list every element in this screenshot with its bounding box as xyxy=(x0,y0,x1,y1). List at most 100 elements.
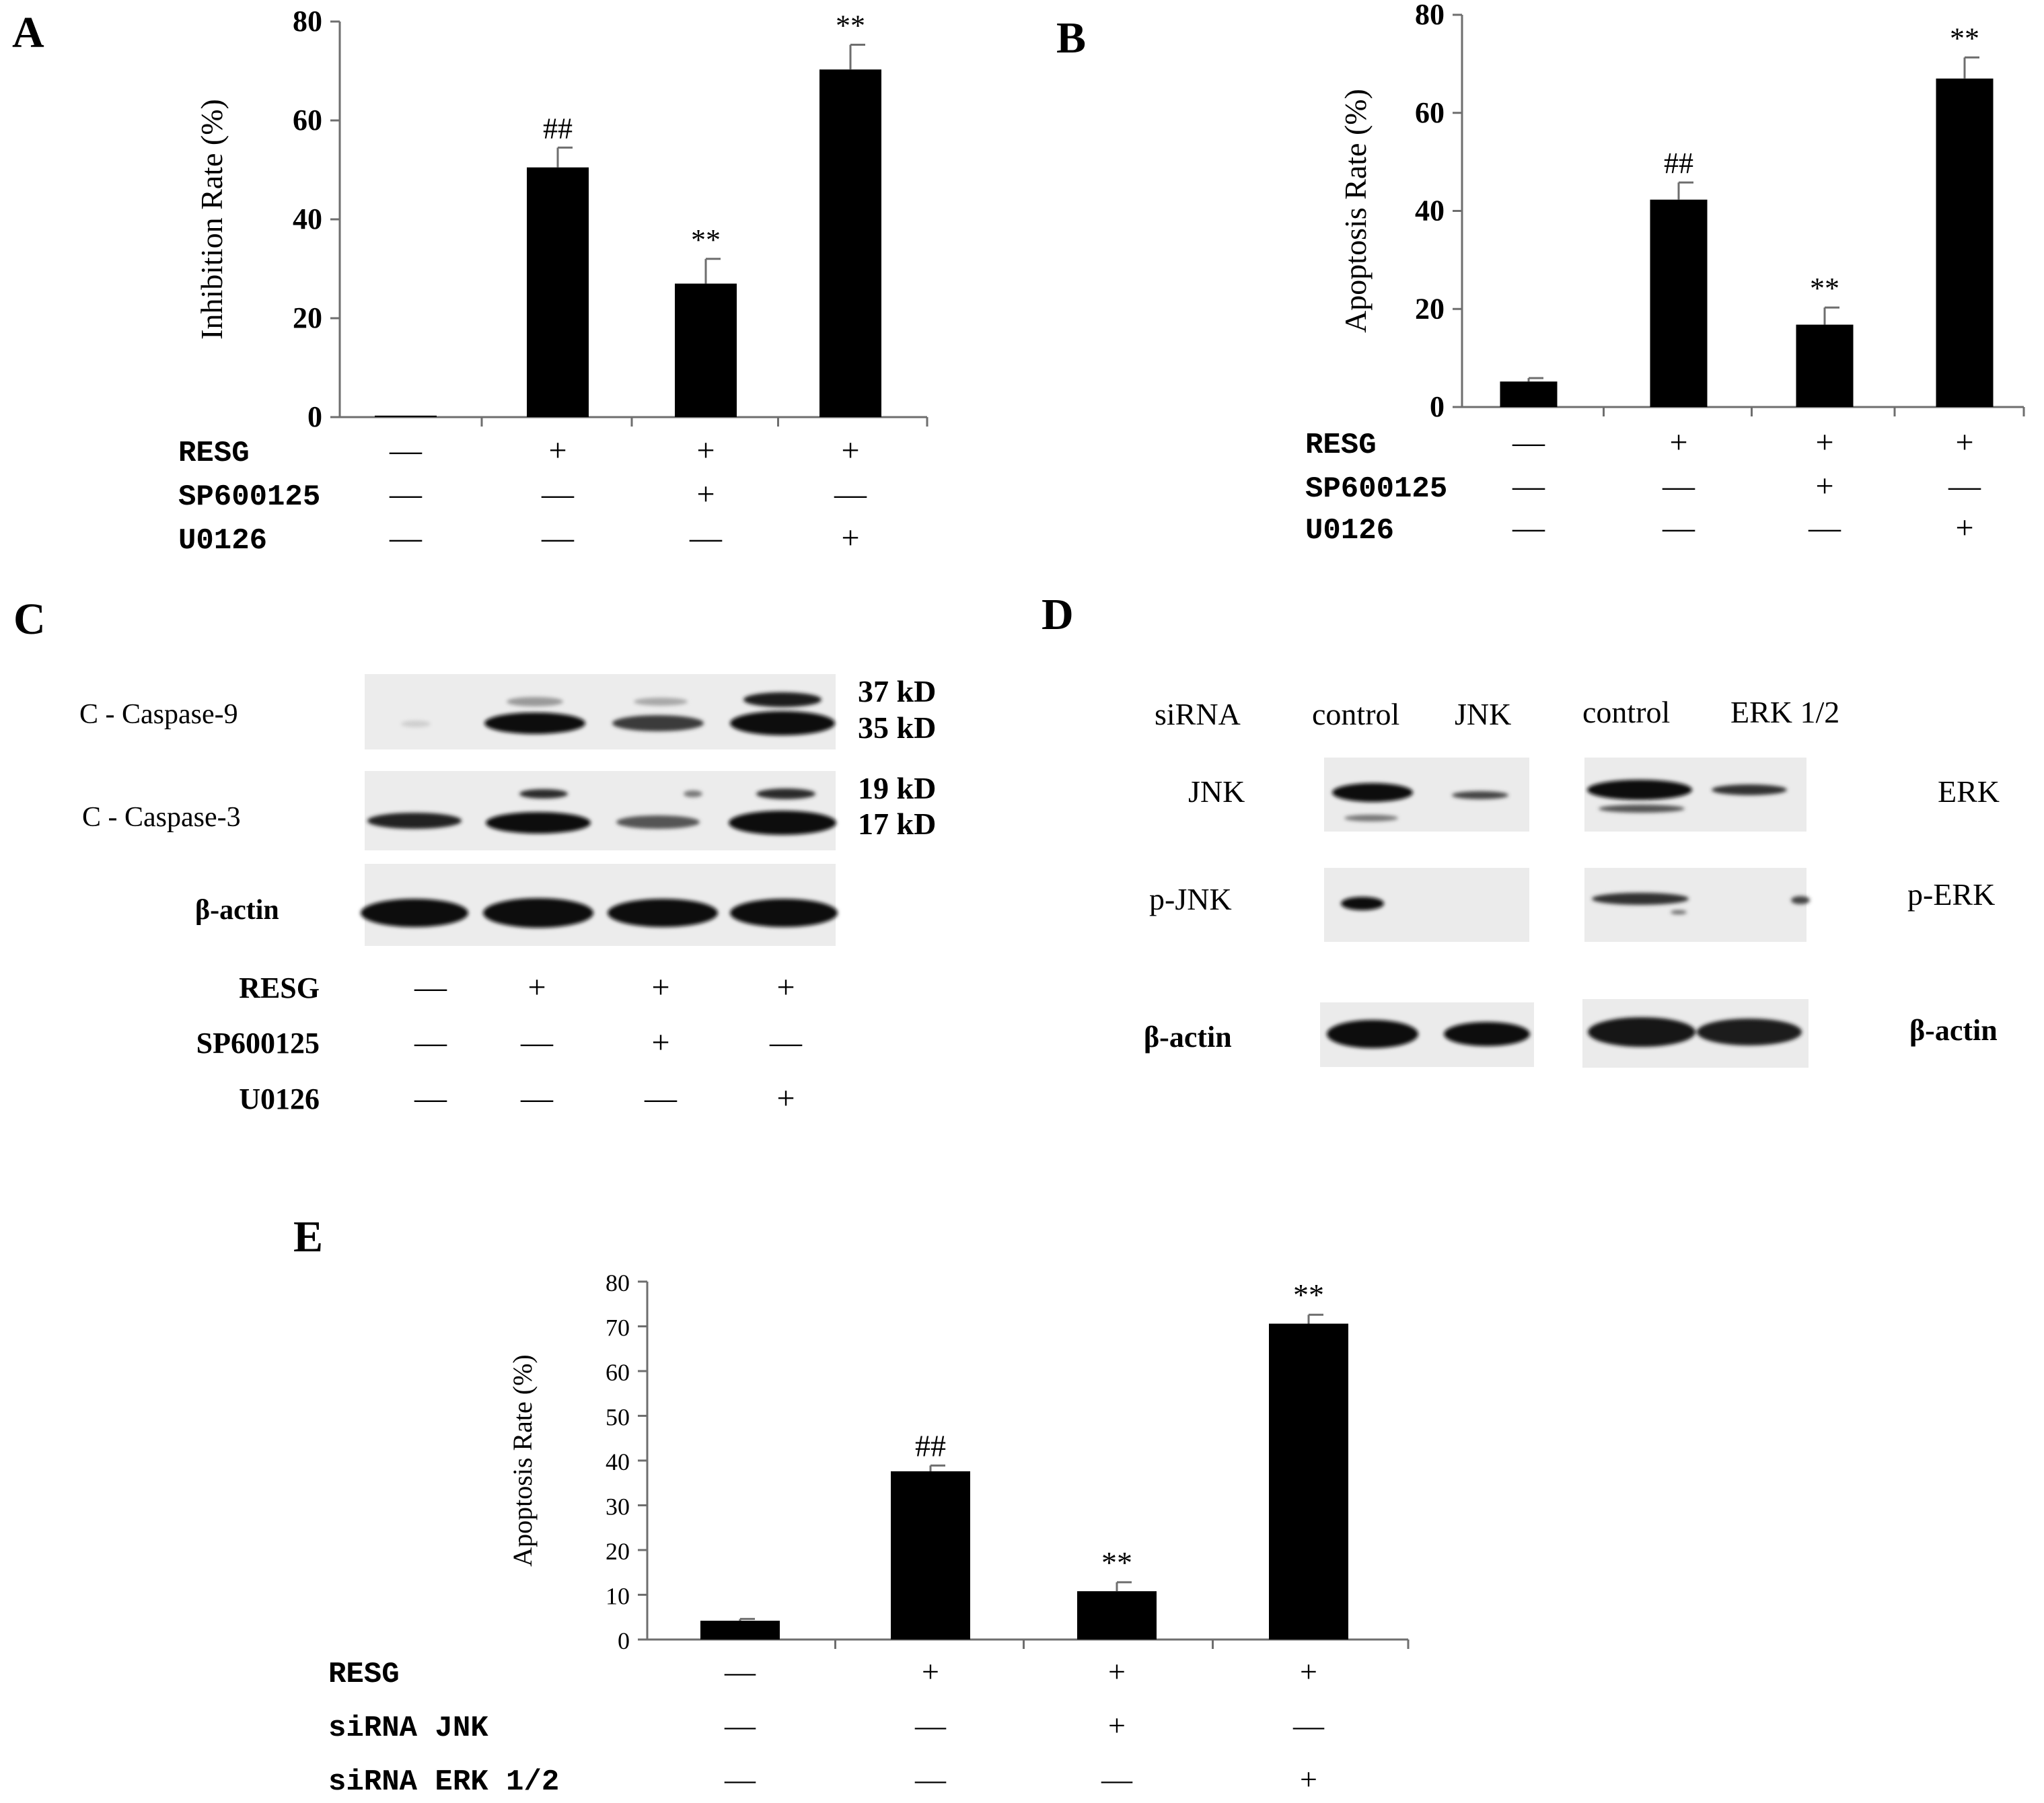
chart-e-treatment-sign: + xyxy=(1300,1654,1317,1689)
chart-e-treatment-sign: — xyxy=(914,1762,947,1796)
blot-c-treatment-label: SP600125 xyxy=(196,1027,320,1060)
chart-e-treatment-sign: — xyxy=(724,1708,756,1742)
blot-c-treatment-sign: + xyxy=(776,1080,795,1116)
chart-b-bar xyxy=(1796,324,1854,407)
chart-a-treatment-sign: — xyxy=(389,476,423,512)
chart-e-treatment-sign: + xyxy=(1108,1654,1126,1689)
chart-e-bar xyxy=(1077,1591,1157,1640)
chart-b-treatment-sign: — xyxy=(1512,510,1545,546)
blot-d-bands xyxy=(1327,780,1810,1048)
chart-a-treatment-label: RESG xyxy=(178,437,250,470)
chart-e-treatment-sign: + xyxy=(1108,1708,1126,1742)
chart-e-treatment-sign: + xyxy=(922,1654,939,1689)
chart-a-treatment-label: U0126 xyxy=(178,524,267,558)
chart-a-y-tick-label: 80 xyxy=(293,5,322,38)
chart-b-bar xyxy=(1500,381,1558,407)
chart-b-treatment-sign: — xyxy=(1512,425,1545,460)
chart-e-y-tick-label: 10 xyxy=(606,1583,630,1610)
chart-b-y-tick-label: 60 xyxy=(1415,96,1445,129)
chart-e-treatment-label: RESG xyxy=(328,1658,400,1691)
chart-a-significance-mark: ## xyxy=(543,112,573,145)
blot-c-treatment-sign: + xyxy=(651,969,669,1005)
panel-label-e: E xyxy=(293,1212,323,1261)
panel-label-c: C xyxy=(13,595,46,644)
chart-b-treatment-sign: + xyxy=(1815,425,1833,460)
chart-a-treatment-sign: + xyxy=(696,476,715,512)
blot-c-treatment-sign: — xyxy=(644,1080,678,1116)
chart-e-y-tick-label: 70 xyxy=(606,1315,630,1341)
chart-e-significance-mark: ** xyxy=(1101,1545,1132,1580)
chart-b-significance-mark: ** xyxy=(1950,22,1979,54)
chart-b-bar xyxy=(1936,78,1994,408)
chart-b-y-tick-label: 80 xyxy=(1415,0,1445,31)
chart-b-treatment-sign: + xyxy=(1955,425,1973,460)
blot-c-treatment-label: U0126 xyxy=(239,1082,320,1115)
blot-c-bands-caspase3 xyxy=(367,788,836,835)
chart-e-treatment-sign: — xyxy=(1292,1708,1325,1742)
chart-e-y-tick-label: 20 xyxy=(606,1538,630,1565)
blot-c-kd-17: 17 kD xyxy=(858,807,936,841)
chart-e-treatment-sign: — xyxy=(914,1708,947,1742)
blot-c-label-caspase3: C - Caspase-3 xyxy=(82,802,241,833)
chart-a-treatment-sign: + xyxy=(841,433,859,468)
blot-c-bands-actin xyxy=(361,898,838,928)
blot-c-treatment-sign: — xyxy=(414,1025,447,1060)
chart-e-treatment-sign: — xyxy=(724,1654,756,1689)
blot-d-header-lane-2: JNK xyxy=(1455,697,1511,731)
blot-c-treatment-sign: + xyxy=(651,1025,669,1060)
chart-b-treatment-label: SP600125 xyxy=(1305,472,1447,506)
chart-b-treatment-label: U0126 xyxy=(1305,514,1394,548)
blot-c-treatment-sign: — xyxy=(520,1025,554,1060)
blot-c-treatment-table: RESG — + + + SP600125 — — + — U0126 — — — + xyxy=(196,969,803,1116)
chart-a-inhibition-rate: 0 20 40 60 80 Inhibition Rate (%) ## ** ** RESG — +… xyxy=(178,5,928,558)
panel-label-a: A xyxy=(12,8,44,57)
blot-d-strip-perk xyxy=(1584,868,1806,942)
blot-c-label-caspase9: C - Caspase-9 xyxy=(79,699,238,730)
chart-b-treatment-sign: — xyxy=(1512,468,1545,504)
chart-b-treatment-label: RESG xyxy=(1305,429,1377,462)
chart-a-bar xyxy=(675,283,737,417)
panel-label-b: B xyxy=(1056,13,1086,63)
blot-panel-d: siRNA control JNK control ERK 1/2 JNK p-… xyxy=(1144,695,2000,1068)
blot-d-label-jnk: JNK xyxy=(1188,774,1245,809)
chart-e-y-axis-label: Apoptosis Rate (%) xyxy=(507,1354,538,1567)
panel-label-d: D xyxy=(1042,590,1074,639)
chart-a-significance-mark: ** xyxy=(691,223,721,256)
chart-e-y-tick-label: 30 xyxy=(606,1494,630,1520)
chart-b-treatment-sign: — xyxy=(1948,468,1981,504)
blot-c-kd-37: 37 kD xyxy=(858,674,936,708)
chart-a-treatment-sign: — xyxy=(389,520,423,556)
chart-b-treatment-sign: — xyxy=(1808,510,1841,546)
blot-c-kd-35: 35 kD xyxy=(858,710,936,745)
blot-d-header-lane-4: ERK 1/2 xyxy=(1730,695,1839,729)
chart-b-significance-mark: ## xyxy=(1664,147,1693,180)
chart-a-treatment-sign: + xyxy=(841,520,859,556)
chart-e-significance-mark: ## xyxy=(915,1428,946,1463)
chart-a-treatment-sign: — xyxy=(389,433,423,468)
blot-c-treatment-label: RESG xyxy=(239,971,320,1004)
chart-a-treatment-sign: — xyxy=(834,476,867,512)
chart-e-bar xyxy=(891,1471,970,1640)
blot-panel-c: C - Caspase-9 C - Caspase-3 β-actin xyxy=(79,674,936,1116)
blot-c-treatment-sign: — xyxy=(414,1080,447,1116)
chart-e-y-tick-label: 80 xyxy=(606,1270,630,1296)
blot-d-label-actin-left: β-actin xyxy=(1144,1021,1232,1054)
chart-e-treatment-sign: — xyxy=(1101,1762,1133,1796)
chart-e-y-tick-label: 50 xyxy=(606,1404,630,1431)
chart-e-treatment-label: siRNA JNK xyxy=(328,1712,488,1745)
blot-d-header-lane-3: control xyxy=(1582,695,1670,729)
blot-d-header-label: siRNA xyxy=(1155,697,1241,731)
chart-a-bar xyxy=(375,415,437,417)
chart-a-treatment-label: SP600125 xyxy=(178,480,320,514)
chart-a-treatment-sign: — xyxy=(689,520,723,556)
blot-c-treatment-sign: — xyxy=(414,969,447,1005)
chart-a-bar xyxy=(527,167,589,417)
chart-a-y-axis-label: Inhibition Rate (%) xyxy=(194,99,229,340)
blot-c-treatment-sign: + xyxy=(776,969,795,1005)
chart-a-treatment-sign: — xyxy=(541,476,575,512)
blot-c-label-actin: β-actin xyxy=(195,895,279,926)
blot-d-label-perk: p-ERK xyxy=(1907,877,1995,912)
blot-c-bands-caspase9 xyxy=(401,692,835,735)
chart-e-y-tick-label: 60 xyxy=(606,1359,630,1386)
